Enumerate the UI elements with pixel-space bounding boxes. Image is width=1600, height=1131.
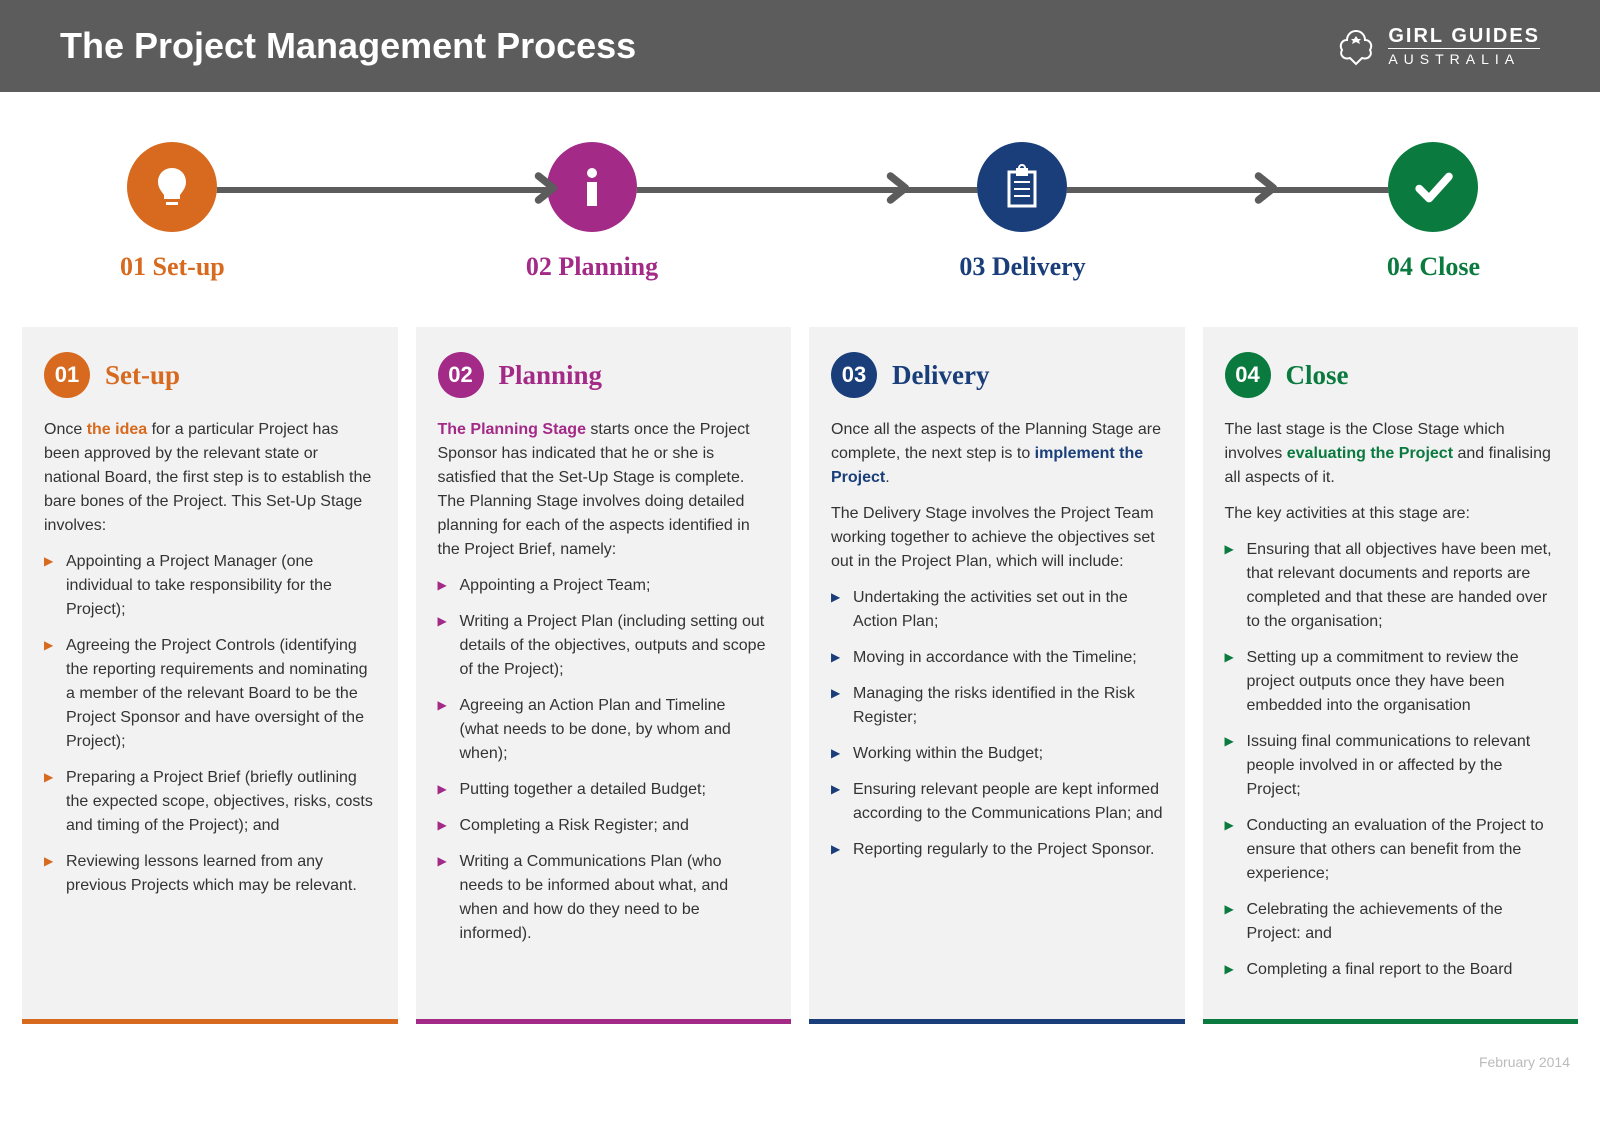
card-bullets: Appointing a Project Team; Writing a Proj… bbox=[438, 574, 770, 946]
card-title: Delivery bbox=[892, 360, 989, 391]
card-number-badge: 01 bbox=[44, 352, 90, 398]
card-title: Close bbox=[1286, 360, 1349, 391]
card-delivery: 03 Delivery Once all the aspects of the … bbox=[809, 327, 1185, 1024]
card-accent-bar bbox=[1203, 1019, 1579, 1024]
bullet-item: Celebrating the achievements of the Proj… bbox=[1225, 898, 1557, 946]
card-intro: Once all the aspects of the Planning Sta… bbox=[831, 418, 1163, 490]
step-label: 03 Delivery bbox=[959, 252, 1085, 282]
card-body: Once the idea for a particular Project h… bbox=[44, 418, 376, 898]
bullet-item: Agreeing an Action Plan and Timeline (wh… bbox=[438, 694, 770, 766]
step-label: 02 Planning bbox=[526, 252, 658, 282]
trefoil-icon bbox=[1336, 26, 1376, 66]
card-header: 01 Set-up bbox=[44, 352, 376, 398]
logo-line1: GIRL GUIDES bbox=[1388, 25, 1540, 48]
card-header: 03 Delivery bbox=[831, 352, 1163, 398]
card-accent-bar bbox=[809, 1019, 1185, 1024]
bullet-item: Writing a Project Plan (including settin… bbox=[438, 610, 770, 682]
timeline-step-01: 01 Set-up bbox=[120, 142, 225, 282]
arrow-icon bbox=[528, 170, 564, 211]
card-header: 02 Planning bbox=[438, 352, 770, 398]
bullet-item: Managing the risks identified in the Ris… bbox=[831, 682, 1163, 730]
bullet-item: Issuing final communications to relevant… bbox=[1225, 730, 1557, 802]
page-title: The Project Management Process bbox=[60, 25, 636, 67]
bullet-item: Setting up a commitment to review the pr… bbox=[1225, 646, 1557, 718]
card-extra-para: The key activities at this stage are: bbox=[1225, 502, 1557, 526]
card-bullets: Ensuring that all objectives have been m… bbox=[1225, 538, 1557, 982]
logo: GIRL GUIDES AUSTRALIA bbox=[1336, 25, 1540, 67]
bullet-item: Appointing a Project Manager (one indivi… bbox=[44, 550, 376, 622]
card-body: The last stage is the Close Stage which … bbox=[1225, 418, 1557, 982]
timeline-line bbox=[180, 187, 1420, 193]
bullet-item: Undertaking the activities set out in th… bbox=[831, 586, 1163, 634]
card-extra-para: The Delivery Stage involves the Project … bbox=[831, 502, 1163, 574]
card-accent-bar bbox=[22, 1019, 398, 1024]
bullet-item: Ensuring relevant people are kept inform… bbox=[831, 778, 1163, 826]
step-label: 01 Set-up bbox=[120, 252, 225, 282]
card-body: Once all the aspects of the Planning Sta… bbox=[831, 418, 1163, 862]
cards-container: 01 Set-up Once the idea for a particular… bbox=[0, 312, 1600, 1054]
logo-line2: AUSTRALIA bbox=[1388, 48, 1540, 67]
bullet-item: Reporting regularly to the Project Spons… bbox=[831, 838, 1163, 862]
bulb-icon bbox=[127, 142, 217, 232]
card-number-badge: 04 bbox=[1225, 352, 1271, 398]
card-intro: The Planning Stage starts once the Proje… bbox=[438, 418, 770, 562]
card-title: Set-up bbox=[105, 360, 180, 391]
check-icon bbox=[1388, 142, 1478, 232]
card-set-up: 01 Set-up Once the idea for a particular… bbox=[22, 327, 398, 1024]
card-bullets: Appointing a Project Manager (one indivi… bbox=[44, 550, 376, 898]
clipboard-icon bbox=[977, 142, 1067, 232]
bullet-item: Ensuring that all objectives have been m… bbox=[1225, 538, 1557, 634]
logo-text: GIRL GUIDES AUSTRALIA bbox=[1388, 25, 1540, 67]
timeline-step-02: 02 Planning bbox=[526, 142, 658, 282]
card-accent-bar bbox=[416, 1019, 792, 1024]
footer-date: February 2014 bbox=[0, 1054, 1600, 1085]
bullet-item: Putting together a detailed Budget; bbox=[438, 778, 770, 802]
bullet-item: Completing a final report to the Board bbox=[1225, 958, 1557, 982]
bullet-item: Appointing a Project Team; bbox=[438, 574, 770, 598]
card-close: 04 Close The last stage is the Close Sta… bbox=[1203, 327, 1579, 1024]
bullet-item: Preparing a Project Brief (briefly outli… bbox=[44, 766, 376, 838]
bullet-item: Conducting an evaluation of the Project … bbox=[1225, 814, 1557, 886]
card-number-badge: 02 bbox=[438, 352, 484, 398]
timeline-step-03: 03 Delivery bbox=[959, 142, 1085, 282]
arrow-icon bbox=[880, 170, 916, 211]
card-intro: The last stage is the Close Stage which … bbox=[1225, 418, 1557, 490]
bullet-item: Moving in accordance with the Timeline; bbox=[831, 646, 1163, 670]
bullet-item: Completing a Risk Register; and bbox=[438, 814, 770, 838]
header: The Project Management Process GIRL GUID… bbox=[0, 0, 1600, 92]
card-intro: Once the idea for a particular Project h… bbox=[44, 418, 376, 538]
card-planning: 02 Planning The Planning Stage starts on… bbox=[416, 327, 792, 1024]
bullet-item: Reviewing lessons learned from any previ… bbox=[44, 850, 376, 898]
bullet-item: Working within the Budget; bbox=[831, 742, 1163, 766]
bullet-item: Writing a Communications Plan (who needs… bbox=[438, 850, 770, 946]
card-number-badge: 03 bbox=[831, 352, 877, 398]
timeline-step-04: 04 Close bbox=[1387, 142, 1480, 282]
bullet-item: Agreeing the Project Controls (identifyi… bbox=[44, 634, 376, 754]
arrow-icon bbox=[1248, 170, 1284, 211]
card-body: The Planning Stage starts once the Proje… bbox=[438, 418, 770, 946]
timeline: 01 Set-up 02 Planning 03 Delivery 04 Clo… bbox=[0, 92, 1600, 312]
step-label: 04 Close bbox=[1387, 252, 1480, 282]
card-header: 04 Close bbox=[1225, 352, 1557, 398]
card-title: Planning bbox=[499, 360, 603, 391]
card-bullets: Undertaking the activities set out in th… bbox=[831, 586, 1163, 862]
